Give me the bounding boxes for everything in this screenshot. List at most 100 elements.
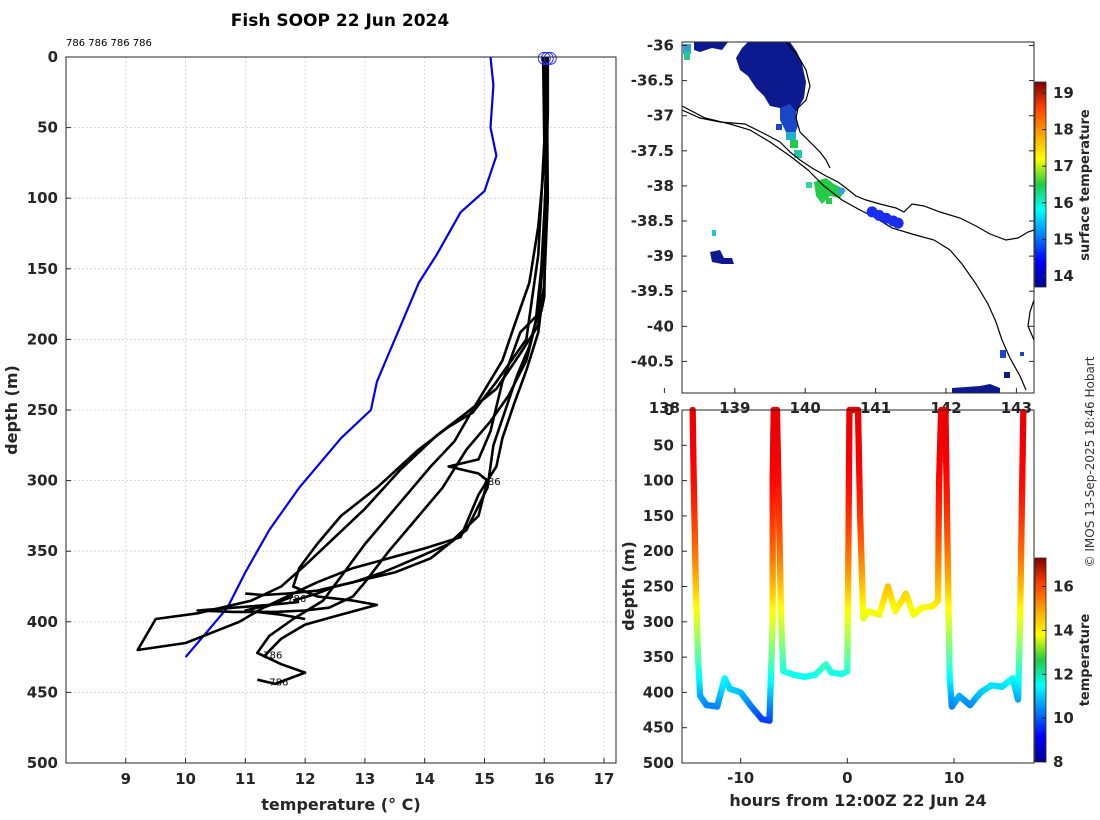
- coastline-east: [1027, 299, 1034, 341]
- profile-line-4: [196, 56, 549, 614]
- y-tick-label: 200: [27, 330, 58, 348]
- map-axes-box: [681, 41, 1035, 394]
- sst-pixel: [1020, 352, 1024, 356]
- temperature-colorbar-label: temperature: [1078, 614, 1093, 707]
- profile-line-5: [244, 56, 550, 621]
- sst-cluster-north: [736, 42, 806, 122]
- sst-pixel: [794, 150, 802, 158]
- surface-marker: [540, 51, 554, 65]
- sst-cb-tick-label: 15: [1053, 230, 1074, 248]
- temperature-colorbar-ticks: 8 10 12 14 16: [1042, 578, 1074, 771]
- y-tick-label: 500: [27, 754, 58, 772]
- dt-y-tick-label: 0: [664, 401, 674, 419]
- dt-y-tick-label: 350: [643, 648, 674, 666]
- map-x-tick-label: 143: [1001, 399, 1032, 417]
- dt-y-tick-label: 450: [643, 719, 674, 737]
- map-x-tick-label: 141: [860, 399, 891, 417]
- temperature-profile-chart: Fish SOOP 22 Jun 2024 786 786 786 786 78…: [2, 11, 617, 814]
- sst-cluster-west: [694, 42, 728, 52]
- dt-y-tick-label: 100: [643, 472, 674, 490]
- dt-y-tick-label: 50: [653, 436, 674, 454]
- y-tick-label: 50: [37, 119, 58, 137]
- y-tick-label: 300: [27, 472, 58, 490]
- map-y-tick-label: -39: [647, 247, 674, 265]
- profile-line-6: [245, 56, 549, 597]
- sst-pixel: [684, 52, 690, 60]
- y-tick-label: 450: [27, 683, 58, 701]
- sst-colorbar: [1034, 81, 1047, 288]
- top-profile-labels: 786 786 786 786: [66, 38, 152, 49]
- dt-y-tick-label: 150: [643, 507, 674, 525]
- map-y-tick-label: -40.5: [631, 352, 674, 370]
- map-y-tick-label: -37.5: [631, 142, 674, 160]
- sst-colorbar-ticks: 14 15 16 17 18 19: [1042, 84, 1074, 285]
- sst-cluster-north-edge: [780, 104, 798, 136]
- dt-x-tick-label: -10: [727, 769, 754, 787]
- sst-cb-tick-label: 19: [1053, 84, 1074, 102]
- temp-cb-tick-label: 8: [1053, 753, 1063, 771]
- sst-cb-tick-label: 18: [1053, 121, 1074, 139]
- y-tick-label: 100: [27, 189, 58, 207]
- profile-tag: 786: [481, 477, 500, 488]
- map-y-tick-label: -38.5: [631, 212, 674, 230]
- x-tick-label: 17: [594, 770, 615, 788]
- coastline-bay: [785, 42, 831, 169]
- profile-line-7: [292, 57, 550, 602]
- dt-y-tick-label: 500: [643, 754, 674, 772]
- coastline-upper: [682, 109, 1034, 241]
- depth-time-x-ticks: -10 0 10: [727, 758, 964, 787]
- dt-x-tick-label: 10: [944, 769, 965, 787]
- x-tick-label: 14: [414, 770, 435, 788]
- y-tick-label: 0: [48, 48, 58, 66]
- copyright-note: © IMOS 13-Sep-2025 18:46 Hobart: [1083, 356, 1097, 567]
- profile-y-label: depth (m): [2, 365, 21, 455]
- profile-y-ticks: 0 50 100 150 200 250 300 350 400 450 500: [27, 48, 71, 772]
- temp-cb-tick-label: 10: [1053, 709, 1074, 727]
- profile-axes-box: [65, 56, 617, 764]
- map-y-ticks: -36 -36.5 -37 -37.5 -38 -38.5 -39 -39.5 -40 -40.5: [631, 37, 1034, 370]
- y-tick-label: 350: [27, 542, 58, 560]
- temp-cb-tick-label: 12: [1053, 665, 1074, 683]
- x-tick-label: 10: [175, 770, 196, 788]
- sst-pixel: [683, 44, 691, 54]
- surface-marker: [537, 51, 551, 65]
- coastline-lower: [682, 105, 1027, 391]
- profile-line-3: [256, 56, 548, 686]
- map-y-tick-label: -40: [647, 317, 674, 335]
- sst-pixel: [1004, 372, 1010, 378]
- x-tick-label: 13: [354, 770, 375, 788]
- chart-title: Fish SOOP 22 Jun 2024: [231, 11, 450, 31]
- profile-line-1: [262, 56, 546, 659]
- profile-tag: 786: [287, 594, 306, 605]
- sst-cb-tick-label: 16: [1053, 194, 1074, 212]
- profile-tag: 786: [269, 677, 288, 688]
- dt-y-tick-label: 200: [643, 542, 674, 560]
- profile-series: [136, 51, 557, 686]
- x-tick-label: 15: [474, 770, 495, 788]
- dt-x-tick-label: 0: [842, 769, 852, 787]
- surface-marker: [543, 51, 557, 65]
- map-y-tick-label: -36: [647, 37, 674, 55]
- sst-cb-tick-label: 17: [1053, 157, 1074, 175]
- sst-pixel: [806, 182, 812, 188]
- depth-time-x-label: hours from 12:00Z 22 Jun 24: [729, 791, 986, 810]
- profile-line-0: [184, 56, 498, 658]
- map-y-tick-label: -36.5: [631, 72, 674, 90]
- profile-line-2: [136, 56, 549, 652]
- sst-pixel: [826, 198, 832, 204]
- depth-time-y-ticks: 0 50 100 150 200 250 300 350 400 450 500: [643, 401, 687, 772]
- sst-pixel: [838, 188, 844, 194]
- map-y-tick-label: -39.5: [631, 282, 674, 300]
- map-x-tick-label: 138: [649, 399, 680, 417]
- y-tick-label: 250: [27, 401, 58, 419]
- track-point: [892, 217, 904, 229]
- temp-cb-tick-label: 14: [1053, 621, 1074, 639]
- dt-y-tick-label: 400: [643, 683, 674, 701]
- y-tick-label: 150: [27, 260, 58, 278]
- dt-y-tick-label: 300: [643, 613, 674, 631]
- depth-time-points: [689, 406, 1027, 724]
- sst-pixel: [786, 132, 796, 140]
- dt-y-tick-label: 250: [643, 578, 674, 596]
- profile-grid: [66, 56, 616, 764]
- sst-cb-tick-label: 14: [1053, 267, 1074, 285]
